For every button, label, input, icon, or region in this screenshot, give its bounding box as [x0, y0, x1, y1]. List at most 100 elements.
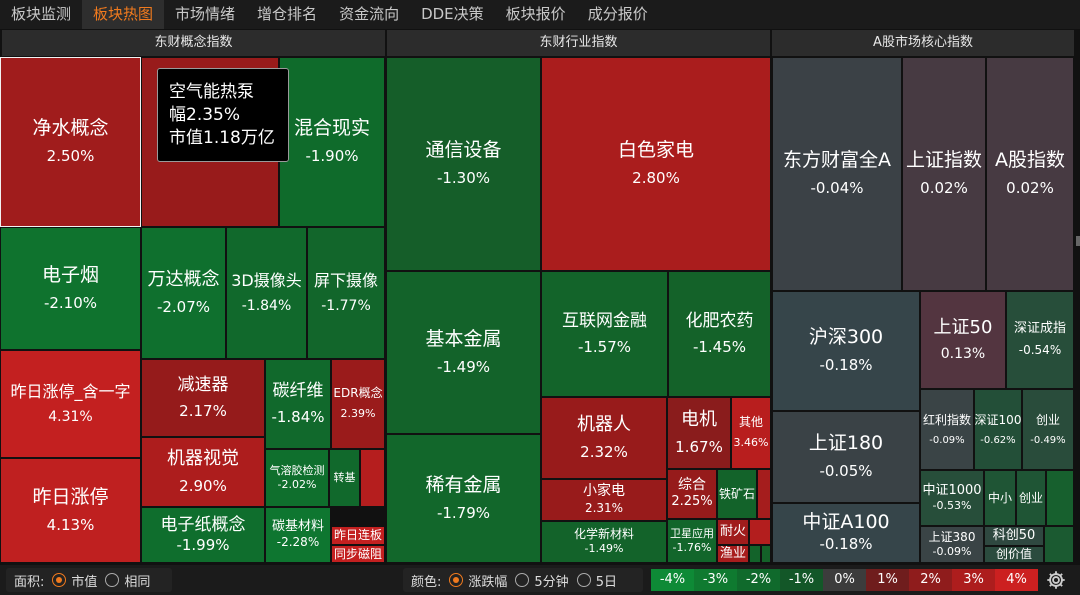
legend-swatch: 2% [909, 569, 952, 591]
heatmap-tile[interactable]: 创业 [1016, 470, 1046, 526]
heatmap-tile[interactable] [761, 545, 771, 563]
tab-sector-quote[interactable]: 板块报价 [505, 5, 566, 23]
heatmap-tile[interactable]: 基本金属 -1.49% [386, 271, 541, 434]
heatmap-tile[interactable]: 机器人 2.32% [541, 397, 667, 479]
heatmap-tile[interactable]: 稀有金属 -1.79% [386, 434, 541, 563]
tile-percent: 2.50% [46, 147, 95, 166]
tile-percent: -0.05% [819, 462, 873, 481]
heatmap-tile[interactable]: 昨日涨停 4.13% [0, 458, 141, 563]
heatmap-tile[interactable]: 碳基材料 -2.28% [265, 507, 331, 563]
tooltip-cap: 市值1.18万亿 [169, 128, 275, 148]
heatmap-tile[interactable] [1044, 526, 1074, 563]
area-equal-label[interactable]: 相同 [124, 574, 151, 590]
tab-dde-decision[interactable]: DDE决策 [421, 5, 484, 23]
heatmap-tile[interactable]: 互联网金融 -1.57% [541, 271, 668, 397]
heatmap-tile[interactable]: 电机 1.67% [667, 397, 731, 469]
tile-name: 同步磁阻 [333, 546, 382, 561]
tooltip-name: 空气能热泵 [169, 82, 254, 102]
heatmap-tile[interactable] [360, 449, 385, 507]
tile-percent: -1.99% [176, 535, 230, 554]
heatmap-tile[interactable]: 混合现实 -1.90% [279, 57, 385, 227]
tile-name: 电机 [681, 409, 717, 430]
tab-position-ranking[interactable]: 增仓排名 [257, 5, 318, 23]
heatmap-tile[interactable]: 中小 [984, 470, 1016, 526]
heatmap-tile[interactable]: 减速器 2.17% [141, 359, 265, 437]
heatmap-tile[interactable]: 气溶胶检测 -2.02% [265, 449, 329, 507]
heatmap-tile[interactable]: 深证成指 -0.54% [1006, 291, 1074, 389]
heatmap-tile[interactable]: 3D摄像头 -1.84% [226, 227, 307, 359]
heatmap-tile[interactable]: 耐火 [717, 519, 749, 545]
heatmap-tile[interactable]: 碳纤维 -1.84% [265, 359, 331, 449]
heatmap-tile[interactable]: 深证100 -0.62% [974, 389, 1022, 470]
heatmap-tile[interactable] [749, 519, 771, 545]
heatmap-tile[interactable]: 通信设备 -1.30% [386, 57, 541, 271]
color-change-label[interactable]: 涨跌幅 [468, 574, 508, 590]
tile-percent: -1.49% [436, 357, 491, 376]
color-change-radio[interactable] [449, 573, 464, 587]
color-legend: -4% -3% -2% -1% 0% 1% 2% 3% 4% [651, 569, 1038, 591]
tile-percent: 4.31% [48, 408, 93, 425]
heatmap-tile[interactable]: 化学新材料 -1.49% [541, 521, 667, 563]
area-cap-radio[interactable] [52, 573, 67, 587]
heatmap-tile[interactable]: 白色家电 2.80% [541, 57, 771, 271]
heatmap-tile[interactable]: 上证50 0.13% [920, 291, 1006, 389]
heatmap-tile[interactable]: 渔业 [717, 545, 749, 563]
tile-percent: -1.77% [321, 297, 371, 314]
side-scroll-handle[interactable] [1076, 236, 1080, 246]
tile-name: 万达概念 [147, 269, 220, 290]
legend-swatch: 3% [952, 569, 995, 591]
tile-name: 东方财富全A [783, 149, 891, 172]
heatmap-tile[interactable]: 创业 -0.49% [1022, 389, 1074, 470]
heatmap-tile[interactable]: 昨日涨停_含一字 4.31% [0, 350, 141, 458]
tile-name: 创业 [1018, 490, 1043, 505]
gear-icon[interactable] [1045, 569, 1067, 591]
heatmap-tile[interactable]: 屏下摄像 -1.77% [307, 227, 385, 359]
color-5min-radio[interactable] [515, 573, 530, 587]
heatmap-tile[interactable]: 机器视觉 2.90% [141, 437, 265, 507]
heatmap-tile[interactable]: 上证380 -0.09% [920, 526, 984, 563]
legend-swatch: -2% [737, 569, 780, 591]
heatmap-tile[interactable]: 中证1000 -0.53% [920, 470, 984, 526]
heatmap-tile[interactable]: 其他 3.46% [731, 397, 771, 469]
heatmap-tile[interactable]: 小家电 2.31% [541, 479, 667, 521]
heatmap-tile[interactable]: 红利指数 -0.09% [920, 389, 974, 470]
heatmap-tile[interactable]: A股指数 0.02% [986, 57, 1074, 291]
heatmap-tile[interactable] [1046, 470, 1074, 526]
heatmap-tile[interactable]: 铁矿石 [717, 469, 757, 519]
tab-sector-heatmap[interactable]: 板块热图 [82, 0, 165, 29]
heatmap-tile[interactable]: 万达概念 -2.07% [141, 227, 226, 359]
tile-percent: 2.17% [179, 401, 227, 420]
heatmap-tile[interactable]: 东方财富全A -0.04% [772, 57, 902, 291]
area-equal-radio[interactable] [105, 573, 120, 587]
heatmap-tile[interactable]: 同步磁阻 [331, 545, 385, 563]
heatmap-tile[interactable]: 沪深300 -0.18% [772, 291, 920, 411]
legend-swatch: -4% [651, 569, 694, 591]
heatmap-tile[interactable]: 科创50 [984, 526, 1044, 546]
heatmap-tile[interactable]: 创价值 [984, 546, 1044, 563]
heatmap-tile[interactable]: 综合 2.25% [667, 469, 717, 519]
heatmap-tile[interactable] [749, 545, 761, 563]
heatmap-tile[interactable]: 净水概念 2.50% [0, 57, 141, 227]
tile-percent: -0.54% [1018, 343, 1062, 358]
heatmap-tile[interactable]: 上证指数 0.02% [902, 57, 986, 291]
tab-market-sentiment[interactable]: 市场情绪 [175, 5, 236, 23]
color-5min-label[interactable]: 5分钟 [534, 574, 569, 590]
heatmap-tile[interactable]: 转基 [329, 449, 360, 507]
heatmap-tile[interactable]: 电子纸概念 -1.99% [141, 507, 265, 563]
heatmap-tile[interactable]: 昨日连板 [331, 526, 385, 545]
tab-component-quote[interactable]: 成分报价 [587, 5, 648, 23]
area-cap-label[interactable]: 市值 [71, 574, 98, 590]
heatmap-tile[interactable]: 中证A100 -0.18% [772, 503, 920, 563]
tab-fund-flow[interactable]: 资金流向 [339, 5, 400, 23]
color-5day-radio[interactable] [576, 573, 591, 587]
heatmap-tile[interactable] [757, 469, 771, 519]
heatmap-tile[interactable]: EDR概念 2.39% [331, 359, 385, 449]
heatmap-tile[interactable]: 卫星应用 -1.76% [667, 519, 717, 563]
heatmap-tile[interactable]: 上证180 -0.05% [772, 411, 920, 503]
heatmap-tile[interactable]: 电子烟 -2.10% [0, 227, 141, 350]
tab-sector-monitor[interactable]: 板块监测 [11, 5, 72, 23]
tile-percent: -2.10% [43, 293, 98, 312]
tile-percent: -2.02% [277, 477, 317, 491]
color-5day-label[interactable]: 5日 [595, 574, 617, 590]
heatmap-tile[interactable]: 化肥农药 -1.45% [668, 271, 771, 397]
